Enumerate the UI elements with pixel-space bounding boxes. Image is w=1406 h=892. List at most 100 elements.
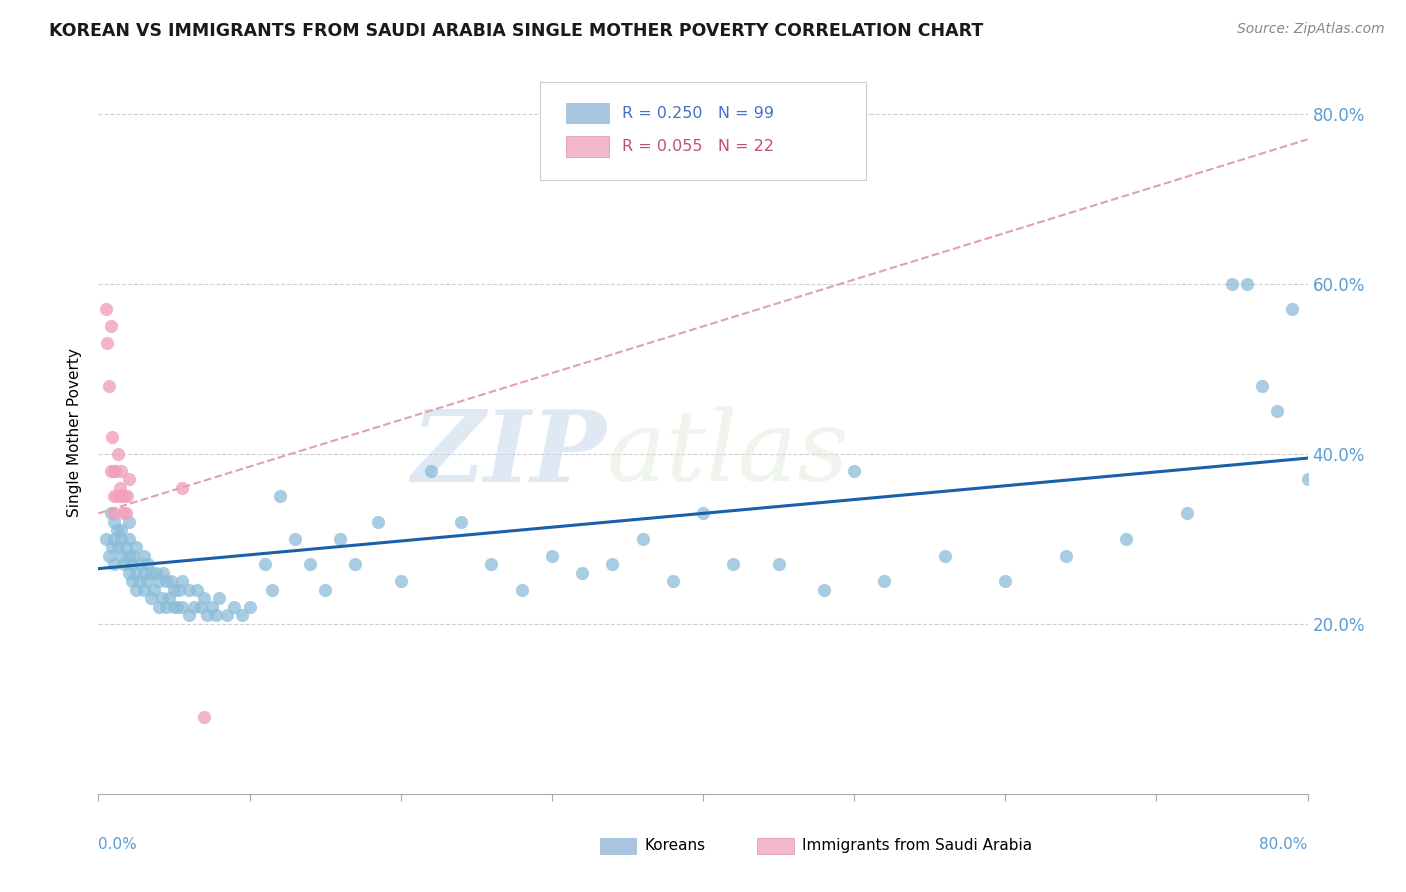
- Point: [166, 599, 188, 614]
- Point: [1296, 472, 1319, 486]
- Point: [314, 582, 336, 597]
- Point: [163, 582, 186, 597]
- Point: [101, 430, 124, 444]
- Point: [118, 515, 141, 529]
- Point: [170, 481, 193, 495]
- Text: 0.0%: 0.0%: [98, 838, 138, 852]
- Point: [112, 489, 135, 503]
- Point: [160, 574, 183, 589]
- Point: [661, 574, 683, 589]
- Point: [170, 574, 193, 589]
- Point: [103, 507, 125, 521]
- Point: [100, 319, 122, 334]
- Point: [104, 464, 127, 478]
- Point: [844, 464, 866, 478]
- Point: [98, 379, 121, 393]
- Point: [1054, 549, 1077, 563]
- Point: [692, 507, 714, 521]
- Point: [98, 549, 121, 563]
- Bar: [567, 103, 609, 123]
- Point: [269, 489, 291, 503]
- Point: [1236, 277, 1258, 291]
- Point: [103, 464, 125, 478]
- Point: [107, 541, 129, 555]
- Point: [873, 574, 896, 589]
- Point: [631, 532, 654, 546]
- Point: [1267, 404, 1289, 418]
- Point: [148, 574, 170, 589]
- Point: [571, 566, 593, 580]
- Point: [129, 558, 152, 572]
- Point: [132, 549, 155, 563]
- Text: Source: ZipAtlas.com: Source: ZipAtlas.com: [1237, 22, 1385, 37]
- Point: [155, 574, 177, 589]
- Point: [994, 574, 1017, 589]
- Point: [125, 582, 148, 597]
- Point: [167, 582, 190, 597]
- Point: [193, 591, 215, 606]
- Point: [1251, 379, 1274, 393]
- Text: atlas: atlas: [606, 407, 849, 502]
- Point: [96, 336, 118, 351]
- Point: [111, 507, 134, 521]
- Point: [121, 574, 143, 589]
- Point: [132, 566, 155, 580]
- Bar: [600, 838, 637, 854]
- Point: [231, 608, 253, 623]
- Point: [110, 549, 132, 563]
- Point: [299, 558, 322, 572]
- Point: [768, 558, 790, 572]
- Point: [420, 464, 443, 478]
- Point: [108, 481, 131, 495]
- Point: [1281, 302, 1303, 317]
- Point: [103, 558, 125, 572]
- Point: [107, 447, 129, 461]
- Point: [105, 524, 128, 538]
- Point: [813, 582, 835, 597]
- Point: [110, 524, 132, 538]
- Point: [141, 566, 163, 580]
- Text: R = 0.250   N = 99: R = 0.250 N = 99: [621, 106, 773, 120]
- FancyBboxPatch shape: [540, 82, 866, 180]
- Point: [148, 599, 170, 614]
- Point: [150, 591, 173, 606]
- Point: [152, 566, 174, 580]
- Point: [122, 549, 145, 563]
- Point: [215, 608, 238, 623]
- Point: [163, 599, 186, 614]
- Point: [450, 515, 472, 529]
- Text: R = 0.055   N = 22: R = 0.055 N = 22: [621, 139, 773, 154]
- Point: [125, 566, 148, 580]
- Point: [602, 558, 624, 572]
- Point: [193, 710, 215, 724]
- Point: [118, 472, 141, 486]
- Point: [367, 515, 389, 529]
- Point: [145, 566, 167, 580]
- Point: [201, 599, 224, 614]
- Point: [101, 541, 124, 555]
- Point: [94, 532, 117, 546]
- Point: [723, 558, 745, 572]
- Point: [114, 541, 136, 555]
- Point: [115, 489, 138, 503]
- Point: [170, 599, 193, 614]
- Point: [135, 574, 157, 589]
- Point: [284, 532, 307, 546]
- Point: [118, 549, 141, 563]
- Point: [143, 582, 166, 597]
- Point: [132, 582, 155, 597]
- Text: 80.0%: 80.0%: [1260, 838, 1308, 852]
- Point: [118, 532, 141, 546]
- Point: [183, 599, 205, 614]
- Point: [540, 549, 562, 563]
- Point: [1115, 532, 1137, 546]
- Point: [110, 532, 132, 546]
- Point: [262, 582, 284, 597]
- Point: [114, 507, 136, 521]
- Point: [110, 464, 132, 478]
- Point: [179, 608, 201, 623]
- Point: [128, 574, 150, 589]
- Point: [159, 591, 181, 606]
- Point: [224, 599, 246, 614]
- Text: KOREAN VS IMMIGRANTS FROM SAUDI ARABIA SINGLE MOTHER POVERTY CORRELATION CHART: KOREAN VS IMMIGRANTS FROM SAUDI ARABIA S…: [49, 22, 983, 40]
